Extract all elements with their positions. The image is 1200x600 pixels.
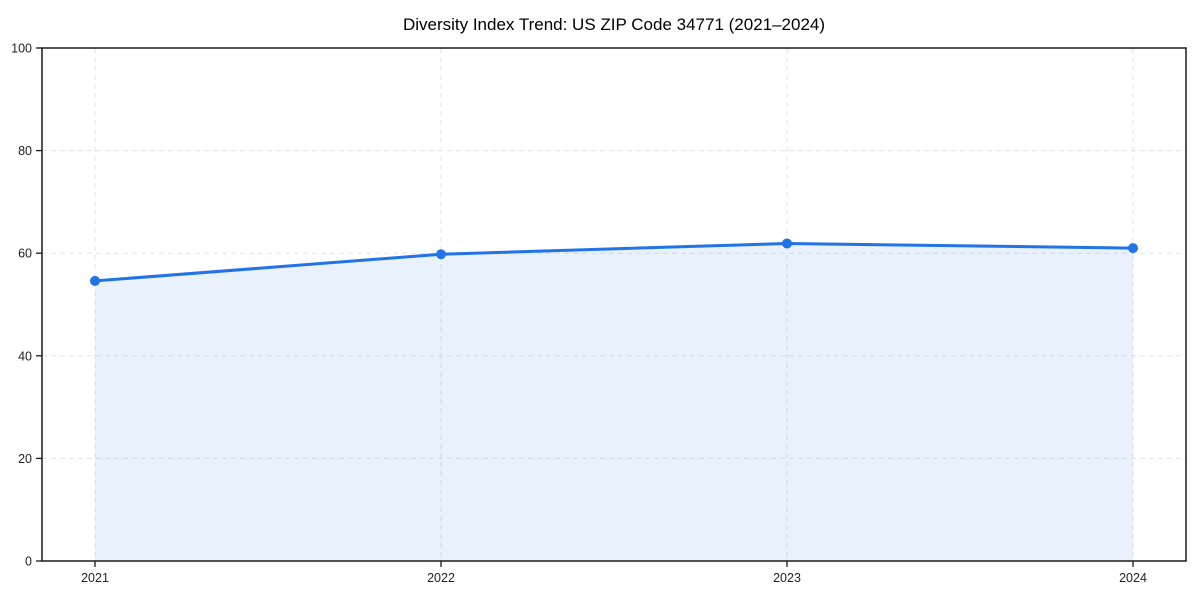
x-tick-label: 2021 — [81, 571, 109, 585]
y-tick-label: 60 — [18, 247, 32, 261]
plot-border — [41, 47, 1187, 562]
axes-layer — [36, 47, 1187, 567]
series-layer — [90, 238, 1138, 561]
grid-layer — [42, 48, 1186, 561]
x-tick-label: 2023 — [773, 571, 801, 585]
x-tick-label: 2022 — [427, 571, 455, 585]
x-tick-label: 2024 — [1119, 571, 1147, 585]
trend-line — [93, 241, 1135, 283]
label-layer: 2021 2022 2023 2024 0 20 40 60 80 100 — [11, 42, 1147, 586]
y-tick-label: 20 — [18, 452, 32, 466]
data-point-2023 — [782, 238, 792, 249]
area-fill — [95, 243, 1133, 561]
y-tick-label: 40 — [18, 349, 32, 363]
y-tick-label: 80 — [18, 144, 32, 158]
data-point-2024 — [1128, 243, 1138, 254]
data-point-2021 — [90, 275, 100, 286]
y-tick-label: 0 — [25, 555, 32, 569]
data-point-2022 — [436, 249, 446, 260]
y-tick-label: 100 — [11, 42, 32, 56]
chart-title: Diversity Index Trend: US ZIP Code 34771… — [403, 15, 825, 34]
